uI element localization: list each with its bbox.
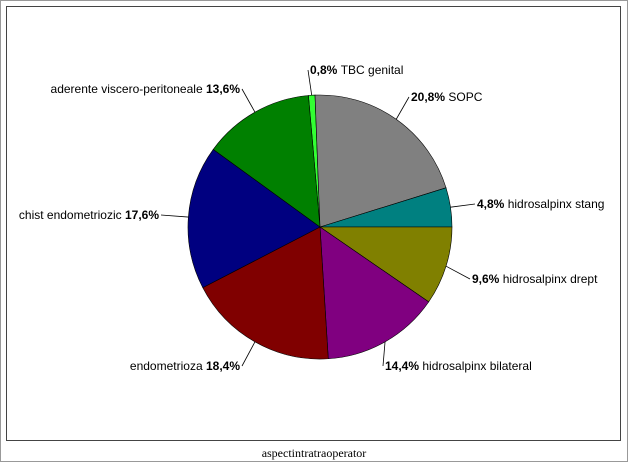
pie-slice	[319, 226, 430, 360]
value-label: 14,4%	[385, 359, 419, 373]
pie-slice	[314, 94, 447, 228]
value-label: 4,8%	[477, 197, 505, 211]
slice-label: chist endometriozic 17,6%	[19, 208, 159, 222]
leader-line	[395, 96, 410, 120]
category-label: SOPC	[448, 90, 482, 104]
value-label: 20,8%	[411, 90, 445, 104]
slice-label: 0,8% TBC genital	[310, 63, 403, 77]
category-label: endometrioza	[130, 359, 203, 373]
category-label: aderente viscero-peritoneale	[51, 82, 203, 96]
leader-line	[445, 265, 471, 280]
slice-label: aderente viscero-peritoneale 13,6%	[51, 82, 241, 96]
leader-line	[450, 203, 476, 208]
leader-line	[307, 69, 313, 96]
value-label: 9,6%	[472, 272, 500, 286]
leader-line	[382, 341, 386, 367]
pie-slice	[319, 226, 453, 303]
category-label: chist endometriozic	[19, 208, 122, 222]
slice-label: 14,4% hidrosalpinx bilateral	[385, 359, 532, 373]
slice-label: 4,8% hidrosalpinx stang	[477, 197, 604, 211]
slice-label: endometrioza 18,4%	[130, 359, 240, 373]
category-label: hidrosalpinx bilateral	[422, 359, 531, 373]
leader-line	[241, 88, 256, 113]
value-label: 13,6%	[206, 82, 240, 96]
leader-line	[160, 214, 189, 218]
slice-label: 9,6% hidrosalpinx drept	[472, 272, 598, 286]
category-label: hidrosalpinx drept	[503, 272, 598, 286]
caption: aspectintratraoperator	[262, 446, 367, 460]
category-label: TBC genital	[341, 63, 404, 77]
value-label: 18,4%	[206, 359, 240, 373]
pie-slice	[212, 95, 321, 228]
category-label: hidrosalpinx stang	[508, 197, 605, 211]
slice-label: 20,8% SOPC	[411, 90, 483, 104]
leader-line	[241, 341, 256, 367]
value-label: 17,6%	[125, 208, 159, 222]
value-label: 0,8%	[310, 63, 338, 77]
